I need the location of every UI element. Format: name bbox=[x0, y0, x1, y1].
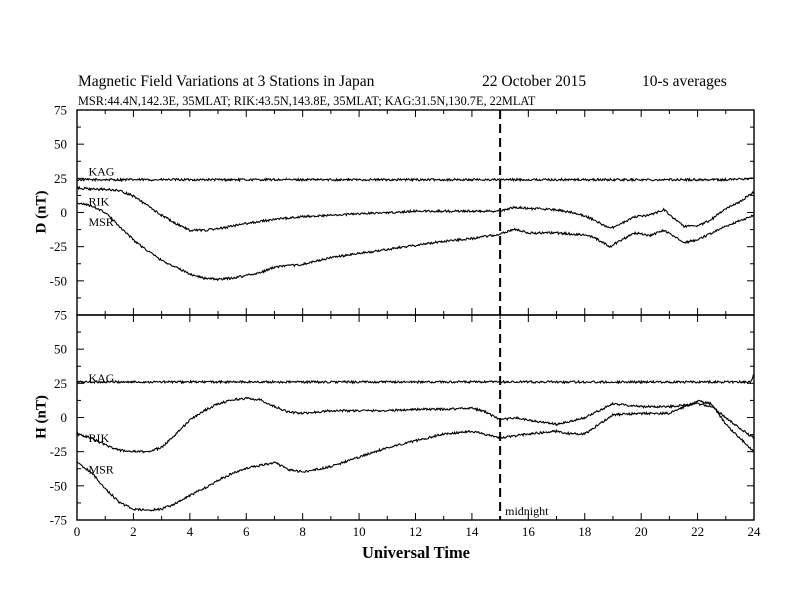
h-series-msr bbox=[76, 399, 755, 512]
x-tick-label: 8 bbox=[299, 524, 306, 539]
d-series-msr bbox=[76, 202, 755, 282]
x-tick-label: 18 bbox=[578, 524, 591, 539]
midnight-marker-label: midnight bbox=[505, 504, 549, 518]
chart-title: Magnetic Field Variations at 3 Stations … bbox=[78, 73, 375, 90]
d-y-tick-label: 50 bbox=[54, 137, 67, 152]
d-series-label-kag: KAG bbox=[88, 165, 114, 179]
h-panel-frame bbox=[76, 314, 755, 521]
d-y-tick-label: -25 bbox=[50, 239, 67, 254]
h-y-tick-label: 25 bbox=[54, 376, 67, 391]
chart-date: 22 October 2015 bbox=[482, 73, 587, 90]
chart-averaging: 10-s averages bbox=[642, 73, 727, 90]
x-tick-label: 6 bbox=[243, 524, 250, 539]
h-series-label-msr: MSR bbox=[88, 462, 113, 476]
d-series-label-rik: RIK bbox=[88, 195, 109, 209]
d-y-tick-label: 25 bbox=[54, 171, 67, 186]
x-axis-label: Universal Time bbox=[361, 543, 471, 562]
station-coordinates: MSR:44.4N,142.3E, 35MLAT; RIK:43.5N,143.… bbox=[78, 94, 536, 108]
d-panel-frame bbox=[76, 109, 755, 316]
d-y-tick-label: 75 bbox=[54, 103, 67, 118]
x-tick-label: 0 bbox=[74, 524, 81, 539]
h-series-rik bbox=[76, 396, 755, 454]
d-y-tick-label: -50 bbox=[50, 273, 67, 288]
h-y-tick-label: 0 bbox=[61, 410, 68, 425]
x-tick-label: 24 bbox=[748, 524, 762, 539]
h-y-tick-label: 50 bbox=[54, 342, 67, 357]
x-tick-label: 2 bbox=[130, 524, 137, 539]
h-y-tick-label: 75 bbox=[54, 308, 67, 323]
h-series-kag bbox=[76, 373, 755, 385]
x-tick-label: 12 bbox=[409, 524, 422, 539]
x-tick-label: 22 bbox=[691, 524, 704, 539]
h-y-tick-label: -25 bbox=[50, 444, 67, 459]
h-y-tick-label: -50 bbox=[50, 478, 67, 493]
h-y-tick-label: -75 bbox=[50, 513, 67, 528]
d-series-label-msr: MSR bbox=[88, 215, 113, 229]
d-series-kag bbox=[76, 177, 755, 183]
x-tick-label: 4 bbox=[187, 524, 194, 539]
d-series-rik bbox=[76, 185, 755, 233]
d-y-tick-label: 0 bbox=[61, 205, 68, 220]
h-series-label-kag: KAG bbox=[88, 371, 114, 385]
h-series-label-rik: RIK bbox=[88, 431, 109, 445]
x-tick-label: 20 bbox=[635, 524, 648, 539]
x-tick-label: 10 bbox=[353, 524, 366, 539]
x-tick-label: 14 bbox=[465, 524, 479, 539]
x-tick-label: 16 bbox=[522, 524, 536, 539]
